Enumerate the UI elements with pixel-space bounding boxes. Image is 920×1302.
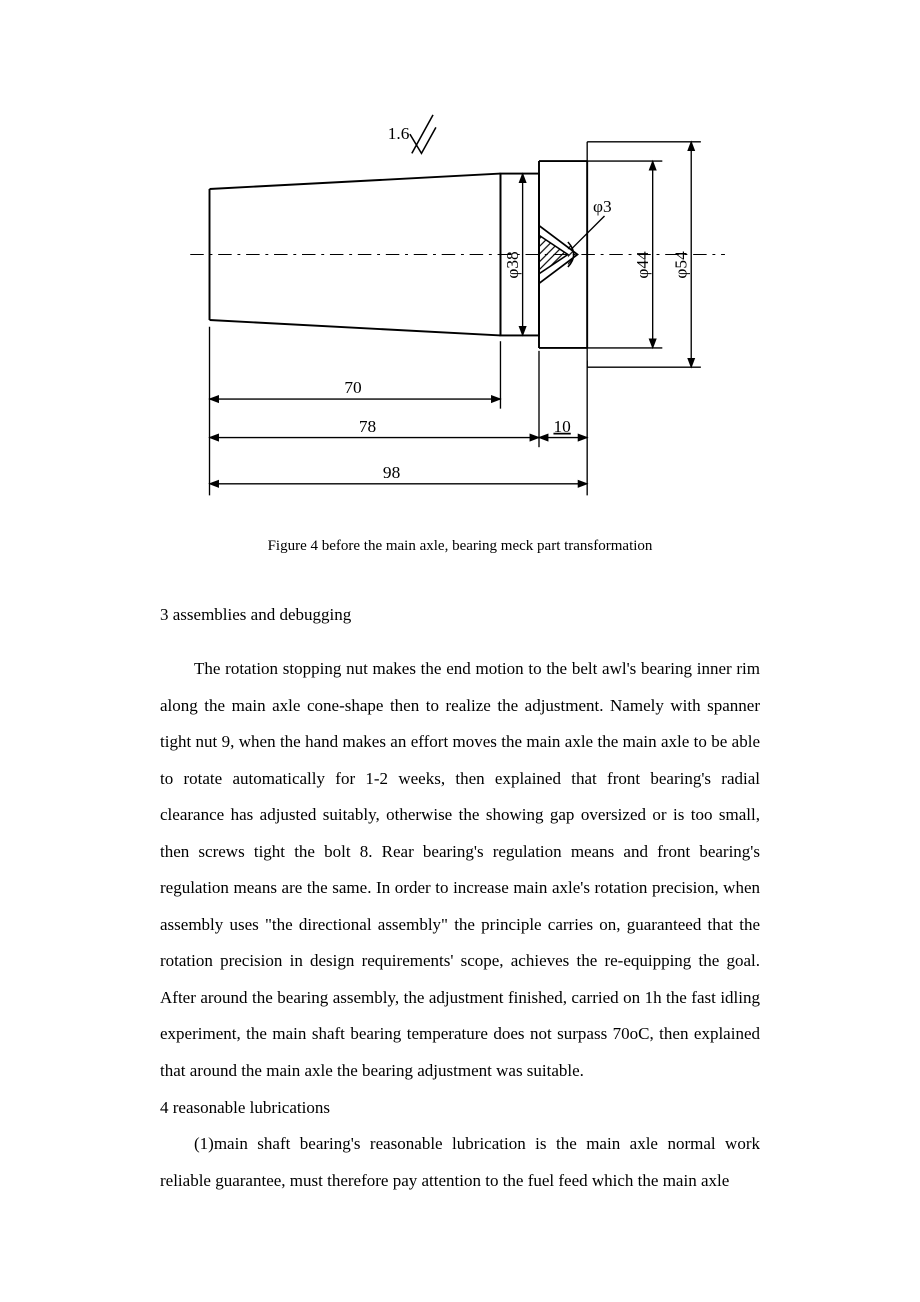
mechanical-drawing: 1.6 [190,110,730,505]
surface-finish-symbol: 1.6 [388,115,436,154]
dim-l4: 10 [553,417,570,436]
dim-l3: 98 [383,463,400,482]
dim-l2: 78 [359,417,376,436]
dim-d2: φ3 [593,197,612,216]
surface-finish-value: 1.6 [388,124,410,143]
section-4-body: (1)main shaft bearing's reasonable lubri… [160,1126,760,1199]
section-3-body: The rotation stopping nut makes the end … [160,651,760,1090]
dim-d1: φ38 [503,251,522,278]
dim-l1: 70 [344,378,361,397]
length-dims: 70 78 10 98 [210,327,588,496]
section-4-heading: 4 reasonable lubrications [160,1090,760,1127]
section-3-heading: 3 assemblies and debugging [160,605,760,625]
dim-d3: φ44 [633,251,652,279]
figure-4: 1.6 [190,110,730,555]
dim-d4: φ54 [671,251,690,279]
figure-caption: Figure 4 before the main axle, bearing m… [190,538,730,555]
